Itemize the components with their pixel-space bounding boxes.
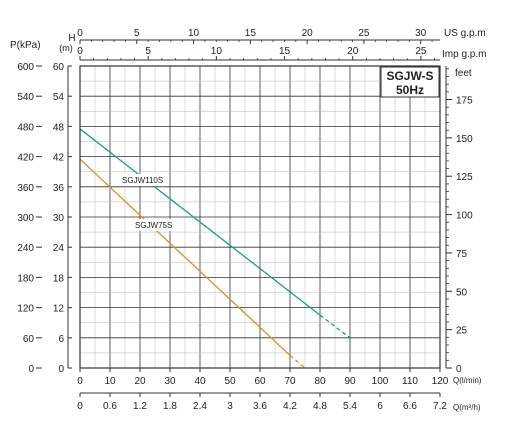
tick-label-head: 60 [53, 62, 65, 73]
tick-label-feet: 0 [456, 364, 462, 375]
tick-label-head: 36 [53, 183, 65, 194]
pressure-axis-title: P(kPa) [10, 40, 41, 51]
tick-label-pressure: 420 [17, 153, 34, 164]
tick-label-imp-gpm: 5 [145, 46, 151, 57]
tick-label-us-gpm: 10 [188, 28, 200, 39]
tick-label-q-lmin: 110 [402, 376, 418, 387]
series-label-sgjw75s: SGJW75S [135, 221, 172, 230]
tick-label-imp-gpm: 10 [211, 46, 223, 57]
tick-label-q-lmin: 100 [372, 376, 389, 387]
tick-label-feet: 75 [456, 249, 468, 260]
tick-label-q-m3h: 1.2 [133, 401, 147, 412]
tick-label-q-m3h: 0.6 [103, 401, 117, 412]
tick-label-q-lmin: 120 [432, 376, 449, 387]
tick-label-feet: 125 [456, 172, 473, 183]
series-line-1 [80, 158, 291, 356]
tick-label-head: 30 [53, 213, 65, 224]
tick-label-q-m3h: 5.4 [343, 401, 357, 412]
tick-label-us-gpm: 20 [302, 28, 314, 39]
tick-label-head: 0 [58, 364, 64, 375]
tick-label-q-m3h: 1.8 [163, 401, 177, 412]
chart-title: SGJW-S [386, 69, 433, 83]
tick-label-head: 18 [53, 273, 65, 284]
tick-label-pressure: 60 [23, 334, 35, 345]
tick-label-imp-gpm: 20 [347, 46, 359, 57]
tick-label-us-gpm: 15 [245, 28, 257, 39]
tick-label-pressure: 240 [17, 243, 34, 254]
tick-label-feet: 50 [456, 287, 468, 298]
tick-label-q-lmin: 80 [314, 376, 326, 387]
tick-label-feet: 100 [456, 211, 473, 222]
tick-label-q-m3h: 2.4 [193, 401, 207, 412]
tick-label-q-lmin: 50 [224, 376, 236, 387]
tick-label-q-m3h: 4.8 [313, 401, 327, 412]
series-layer [80, 128, 351, 368]
tick-label-q-lmin: 90 [344, 376, 356, 387]
tick-label-pressure: 120 [17, 304, 34, 315]
tick-label-q-lmin: 20 [134, 376, 146, 387]
label-bg-110 [121, 174, 163, 186]
tick-label-us-gpm: 5 [134, 28, 140, 39]
tick-label-q-lmin: 40 [194, 376, 206, 387]
series-label-sgjw110s: SGJW110S [122, 176, 163, 185]
head-axis-title: H [68, 33, 75, 44]
tick-label-feet: 175 [456, 96, 473, 107]
tick-label-q-m3h: 3.6 [253, 401, 267, 412]
tick-label-us-gpm: 0 [77, 28, 83, 39]
tick-label-pressure: 540 [17, 92, 34, 103]
us-gpm-axis-title: US g.p.m [444, 28, 486, 39]
chart-subtitle: 50Hz [396, 83, 424, 97]
tick-label-q-m3h: 0 [77, 401, 83, 412]
tick-label-pressure: 180 [17, 273, 34, 284]
title-box [380, 66, 440, 98]
label-bg-75 [134, 219, 174, 231]
tick-label-q-m3h: 6.6 [403, 401, 417, 412]
tick-label-pressure: 360 [17, 183, 34, 194]
tick-label-q-m3h: 3 [227, 401, 233, 412]
head-axis-unit: (m) [59, 43, 73, 53]
tick-label-feet: 25 [456, 326, 468, 337]
tick-label-head: 48 [53, 122, 65, 133]
tick-label-imp-gpm: 0 [77, 46, 83, 57]
q-m3h-axis-title: Q(m³/h) [453, 403, 481, 412]
tick-label-us-gpm: 30 [415, 28, 427, 39]
feet-axis-title: feet [455, 68, 472, 79]
tick-label-head: 42 [53, 153, 65, 164]
tick-label-head: 54 [53, 92, 65, 103]
tick-label-pressure: 480 [17, 122, 34, 133]
tick-label-head: 6 [58, 334, 64, 345]
tick-label-q-m3h: 4.2 [283, 401, 297, 412]
tick-label-pressure: 0 [28, 364, 34, 375]
tick-label-q-m3h: 7.2 [433, 401, 447, 412]
tick-label-q-lmin: 10 [104, 376, 116, 387]
tick-label-feet: 150 [456, 134, 473, 145]
tick-label-q-lmin: 30 [164, 376, 176, 387]
tick-label-pressure: 600 [17, 62, 34, 73]
imp-gpm-axis-title: Imp g.p.m [442, 49, 486, 60]
tick-label-q-lmin: 0 [77, 376, 83, 387]
tick-label-head: 24 [53, 243, 65, 254]
series-line-0 [80, 128, 321, 316]
tick-label-q-lmin: 70 [284, 376, 296, 387]
series-dashed-1 [289, 354, 306, 368]
tick-label-imp-gpm: 25 [415, 46, 427, 57]
series-dashed-0 [319, 314, 351, 339]
tick-label-us-gpm: 25 [358, 28, 370, 39]
tick-label-q-lmin: 60 [254, 376, 266, 387]
tick-label-imp-gpm: 15 [279, 46, 291, 57]
grid [79, 65, 441, 369]
tick-label-head: 12 [53, 304, 65, 315]
tick-label-q-m3h: 6 [377, 401, 383, 412]
tick-label-pressure: 300 [17, 213, 34, 224]
q-lmin-axis-title: Q(l/min) [453, 376, 482, 385]
